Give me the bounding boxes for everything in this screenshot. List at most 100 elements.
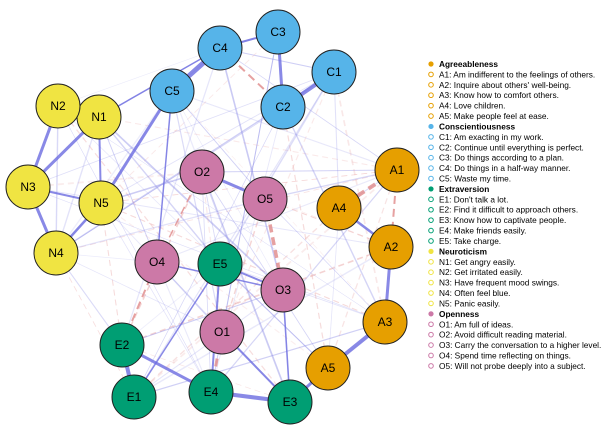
edge — [156, 261, 212, 393]
edge — [171, 90, 223, 333]
node-label: O4 — [149, 255, 165, 269]
node-label: E1 — [127, 390, 142, 404]
legend-item: C5: Waste my time. — [439, 174, 511, 184]
edge — [171, 90, 266, 200]
legend-item-marker — [428, 321, 434, 328]
legend-item-marker — [428, 269, 434, 276]
legend-item: A5: Make people feel at ease. — [439, 111, 549, 121]
legend-item: O4: Spend time reflecting on things. — [439, 350, 571, 360]
edge — [201, 171, 329, 369]
node-label: N2 — [50, 99, 66, 113]
legend-item-marker — [428, 92, 434, 99]
edge — [55, 116, 100, 254]
legend-item-marker — [428, 363, 434, 369]
node-label: C2 — [275, 100, 291, 114]
edge — [100, 202, 386, 323]
legend-item-marker — [428, 144, 434, 151]
legend-group-title: Conscientiousness — [439, 121, 515, 131]
edge — [219, 47, 284, 291]
edge — [55, 105, 59, 254]
node-label: C5 — [164, 84, 180, 98]
edge — [210, 169, 398, 393]
edge — [156, 90, 173, 263]
edge — [98, 116, 221, 265]
node — [197, 241, 243, 287]
legend-item: C3: Do things according to a plan. — [439, 153, 564, 163]
node — [199, 309, 245, 355]
edge — [57, 105, 212, 393]
edge — [55, 252, 223, 333]
legend-item: E1: Don't talk a lot. — [439, 194, 508, 204]
legend-item: O3: Carry the conversation to a higher l… — [439, 340, 601, 350]
edge — [209, 331, 224, 393]
legend-item-marker — [428, 175, 434, 182]
edge — [55, 169, 398, 254]
node — [316, 185, 362, 231]
edge — [171, 90, 284, 291]
node-label: A1 — [390, 163, 405, 177]
legend-item: N2: Get irritated easily. — [439, 267, 523, 277]
legend-item: E3: Know how to captivate people. — [439, 215, 566, 225]
edge — [57, 105, 329, 369]
edge — [201, 171, 291, 403]
node — [255, 9, 301, 55]
node-label: O2 — [194, 165, 210, 179]
node — [33, 230, 79, 276]
node-label: E4 — [204, 385, 219, 399]
node-label: C1 — [326, 65, 342, 79]
edge — [98, 116, 158, 263]
edge — [133, 207, 340, 398]
edge — [121, 289, 284, 346]
legend-item-marker — [428, 154, 434, 161]
legend-item: A4: Love children. — [439, 101, 505, 111]
edge — [219, 47, 398, 171]
edge — [133, 263, 221, 398]
edge — [121, 246, 392, 346]
legend-item-marker — [428, 300, 434, 307]
edge — [57, 47, 221, 107]
edge — [100, 202, 212, 393]
node-label: N1 — [91, 110, 107, 124]
node — [311, 49, 357, 95]
node — [35, 83, 81, 129]
edge — [57, 105, 386, 323]
edge — [55, 106, 284, 254]
legend-item-marker — [428, 165, 434, 171]
node-label: O3 — [275, 283, 291, 297]
legend-group-title: Openness — [439, 309, 480, 319]
legend-item-marker — [428, 331, 434, 338]
edge — [133, 246, 392, 398]
legend-item-marker — [428, 134, 434, 140]
edge — [55, 90, 173, 254]
legend-item: N5: Panic easily. — [439, 298, 500, 308]
node — [374, 147, 420, 193]
legend-item: N1: Get angry easily. — [439, 257, 516, 267]
edge — [219, 71, 335, 265]
edge — [171, 90, 398, 171]
legend-item-marker — [428, 206, 434, 213]
legend-item-marker — [428, 227, 434, 234]
node — [78, 180, 124, 226]
edge — [264, 169, 398, 200]
node — [149, 68, 195, 114]
legend-item-marker — [428, 102, 434, 109]
edge — [98, 116, 284, 291]
node-label: E2 — [115, 338, 130, 352]
legend-item: C4: Do things in a half-way manner. — [439, 163, 570, 173]
edge — [327, 207, 340, 369]
node — [362, 299, 408, 345]
node — [305, 345, 351, 391]
node-label: E5 — [213, 257, 228, 271]
node-label: N4 — [48, 246, 64, 260]
legend-item-marker — [428, 352, 434, 359]
node — [188, 369, 234, 415]
node-label: C4 — [212, 41, 228, 55]
legend-group-title: Agreeableness — [439, 59, 498, 69]
edge — [100, 202, 123, 346]
legend-item: N3: Have frequent mood swings. — [439, 278, 559, 288]
node — [368, 224, 414, 270]
node — [260, 84, 306, 130]
edge — [201, 171, 392, 248]
node-label: E3 — [283, 395, 298, 409]
